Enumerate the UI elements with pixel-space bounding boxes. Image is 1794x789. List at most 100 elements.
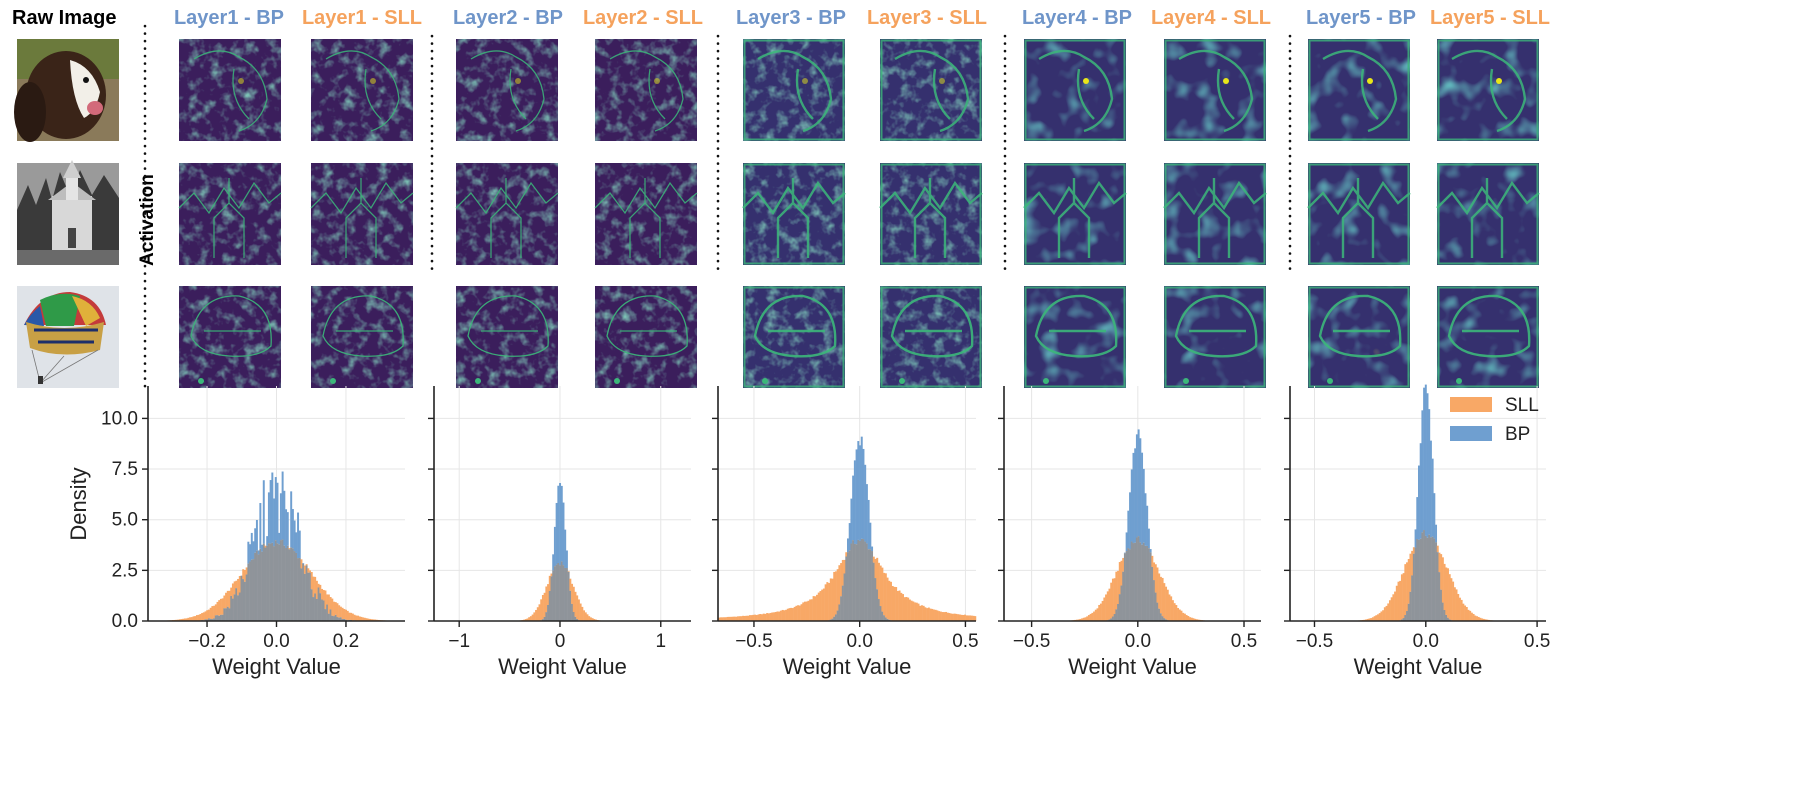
bar-sll [733,616,736,621]
bar-sll [1477,616,1480,621]
bar-sll [348,612,351,620]
bar-overlap [261,551,264,621]
bar-sll [221,598,224,615]
activation-map-r1-c7 [1024,39,1126,141]
bar-sll [322,589,325,601]
bar-sll [941,612,944,621]
x-tick-label: 0.5 [1231,631,1257,652]
bar-sll [245,567,248,575]
x-axis-label: Weight Value [498,654,627,679]
bar-sll [800,604,803,621]
bar-sll [1395,585,1398,621]
bar-sll [1373,616,1376,621]
bar-sll [1481,618,1484,621]
bar-sll [812,596,815,621]
bar-sll [583,610,586,621]
bar-sll [922,605,925,621]
histogram-bars [718,436,977,621]
legend-label-bp: BP [1505,424,1530,445]
bar-sll [360,616,363,621]
bar-overlap [1144,545,1147,621]
bar-overlap [250,559,253,621]
bar-overlap [879,606,882,621]
bar-sll [1440,554,1443,590]
bar-sll [182,618,185,621]
bar-bp [564,529,567,568]
bar-sll [1465,606,1468,621]
bar-overlap [336,617,339,621]
bar-overlap [233,594,236,621]
bar-sll [1443,563,1446,610]
activation-map-r3-c5 [743,286,845,388]
bar-sll [1103,597,1106,621]
bar-bp [254,528,257,553]
bar-bp [261,544,264,552]
bar-sll [581,606,584,621]
bar-overlap [238,592,241,621]
column-headers: Layer1 - BP Layer1 - SLL Layer2 - BP Layer2… [174,7,1550,29]
bar-sll [762,613,765,621]
bar-sll [872,556,875,563]
bar-sll [834,571,837,615]
raw-image-label: Raw Image [12,7,116,29]
bar-bp [1426,393,1429,538]
bar-sll [743,615,746,621]
activation-map-r2-c10 [1436,163,1540,265]
bar-sll [924,607,927,621]
histogram-panel-5: −0.5 0.0 0.5 Weight Value SLL BP [1284,384,1550,679]
bar-overlap [1426,537,1429,621]
bar-bp [259,503,262,549]
bar-sll [567,571,570,572]
bar-bp [298,530,301,558]
activation-map-r1-c6 [880,39,982,141]
bar-sll [748,615,751,621]
bar-overlap [1132,543,1135,621]
bar-sll [752,614,755,621]
bar-overlap [307,572,310,621]
bar-sll [355,615,358,621]
bar-overlap [324,609,327,621]
bar-sll [810,599,813,621]
activation-map-r1-c3 [456,39,558,141]
bar-bp [847,538,849,553]
bar-overlap [1147,548,1150,621]
bar-sll [535,609,538,621]
bar-sll [1383,607,1386,621]
bar-sll [903,597,906,621]
bar-overlap [283,545,286,621]
bar-sll [967,615,970,621]
bar-overlap [286,545,289,621]
x-tick-label: −0.5 [1013,631,1051,652]
bar-overlap [1438,572,1441,621]
bar-sll [719,617,722,621]
activation-map-r1-c8 [1164,39,1266,141]
bar-bp [266,536,269,546]
activation-map-r2-c1 [178,163,282,265]
bar-bp [262,480,265,544]
bar-sll [579,603,582,621]
bar-sll [926,608,929,621]
bar-overlap [288,549,291,621]
bar-sll [1089,613,1092,621]
bar-overlap [1443,609,1446,621]
bar-overlap [204,619,207,621]
bar-overlap [1423,530,1426,621]
bar-sll [886,577,889,619]
column-header-8: Layer4 - SLL [1151,7,1271,29]
bar-overlap [559,565,562,621]
bar-sll [876,557,879,590]
bar-bp [555,502,558,565]
bar-overlap [881,611,884,621]
histogram-bars [517,483,603,621]
bar-sll [180,619,183,621]
bar-sll [718,617,720,621]
histogram-bars [159,471,392,621]
bar-overlap [1141,544,1144,621]
bar-bp [862,448,865,540]
bar-sll [814,596,817,621]
bar-sll [1474,615,1477,621]
bar-bp [848,523,851,551]
bar-bp [1129,492,1132,550]
